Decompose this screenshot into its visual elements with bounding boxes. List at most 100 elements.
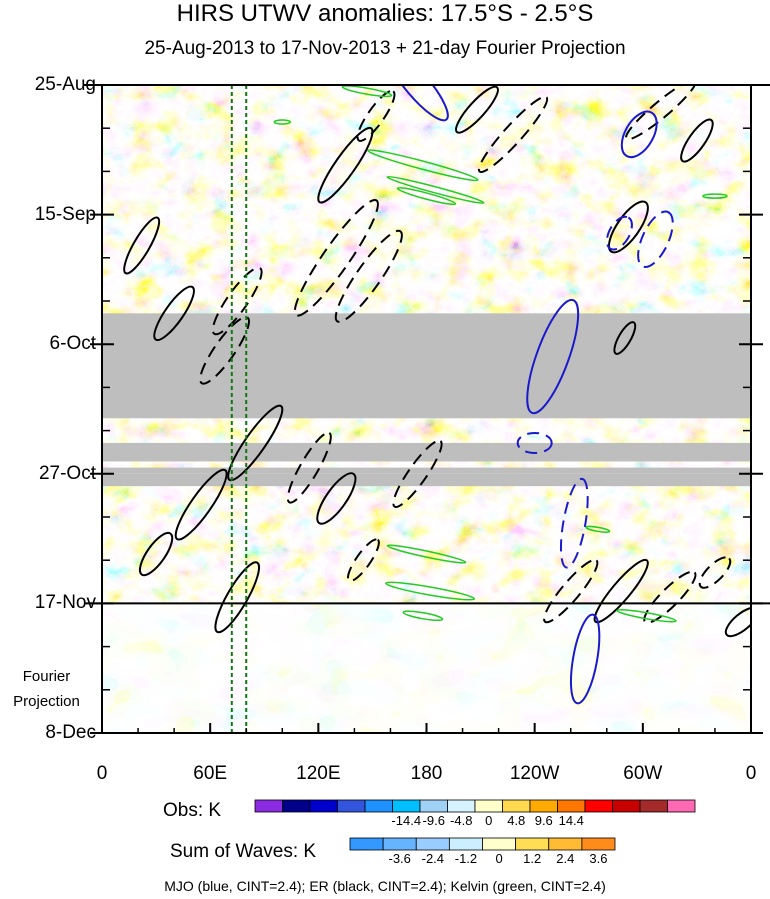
missing-data-band xyxy=(102,473,751,487)
er-contour xyxy=(724,606,751,638)
obs-colorbar-swatch xyxy=(309,799,338,813)
er-contour xyxy=(625,85,697,141)
waves-colorbar-level-label: 0 xyxy=(495,851,503,866)
mjo-contour xyxy=(605,215,633,251)
missing-data-band xyxy=(102,442,751,462)
mjo-contour xyxy=(637,210,674,269)
obs-colorbar-level-label: -14.4 xyxy=(391,813,422,828)
kelvin-contour xyxy=(385,581,476,601)
x-tick-label: 0 xyxy=(745,763,757,784)
obs-colorbar-swatch xyxy=(584,799,613,813)
er-contour xyxy=(286,431,332,504)
obs-colorbar-swatch xyxy=(447,799,476,813)
y-tick-label: 15-Sep xyxy=(34,203,96,225)
er-contour xyxy=(174,468,228,541)
er-contour xyxy=(392,439,443,508)
obs-colorbar-swatch xyxy=(364,799,393,813)
waves-colorbar-level-label: -1.2 xyxy=(454,851,478,866)
er-contour xyxy=(346,538,380,583)
x-tick-label: 60E xyxy=(193,763,228,784)
er-contour xyxy=(211,266,263,336)
projection-field xyxy=(102,603,751,733)
obs-colorbar-level-label: 0 xyxy=(485,813,493,828)
er-contour xyxy=(680,118,714,163)
y-tick-label: 8-Dec xyxy=(45,722,96,743)
kelvin-contour xyxy=(341,85,393,98)
missing-data-band xyxy=(102,467,751,474)
waves-colorbar-swatch xyxy=(581,837,616,851)
er-contour xyxy=(698,556,732,589)
obs-colorbar-swatch xyxy=(419,799,448,813)
er-contour xyxy=(613,321,637,355)
obs-colorbar-level-label: -9.6 xyxy=(422,813,445,828)
waves-colorbar-title: Sum of Waves: K xyxy=(170,841,317,862)
waves-colorbar-swatch xyxy=(415,837,450,851)
obs-colorbar-level-label: 14.4 xyxy=(558,813,584,828)
chart-title: HIRS UTWV anomalies: 17.5°S - 2.5°S xyxy=(176,0,594,27)
er-contour xyxy=(477,95,549,174)
y-tick-label: 17-Nov xyxy=(34,592,96,614)
x-tick-label: 120W xyxy=(509,763,560,784)
er-contour xyxy=(316,472,357,525)
projection-label: Projection xyxy=(13,693,80,710)
er-contour xyxy=(214,561,261,634)
y-tick-label: 25-Aug xyxy=(34,74,96,95)
er-contour xyxy=(317,126,374,204)
waves-colorbar-swatch xyxy=(482,837,517,851)
obs-colorbar-title: Obs: K xyxy=(163,800,222,821)
mjo-contour xyxy=(559,477,589,569)
x-tick-label: 120E xyxy=(296,763,341,784)
er-contour xyxy=(138,531,174,577)
mjo-contour xyxy=(620,110,658,159)
er-contour xyxy=(607,200,649,254)
er-contour xyxy=(293,198,379,317)
x-tick-label: 180 xyxy=(410,763,443,784)
kelvin-contour xyxy=(386,544,467,564)
obs-colorbar-swatch xyxy=(282,799,311,813)
er-contour xyxy=(153,285,195,342)
waves-colorbar-swatch xyxy=(548,837,583,851)
waves-colorbar-level-label: 1.2 xyxy=(523,851,542,866)
contour-legend-note: MJO (blue, CINT=2.4); ER (black, CINT=2.… xyxy=(164,878,606,894)
er-contour xyxy=(643,570,697,624)
obs-colorbar-swatch xyxy=(392,799,421,813)
kelvin-contour xyxy=(396,187,457,206)
y-tick-label: 6-Oct xyxy=(49,333,96,355)
missing-data-band xyxy=(102,313,751,419)
obs-colorbar-level-label: -4.8 xyxy=(450,813,473,828)
er-contour xyxy=(123,216,161,275)
obs-colorbar-level-label: 4.8 xyxy=(507,813,526,828)
mjo-contour xyxy=(526,298,580,415)
waves-colorbar-level-label: -3.6 xyxy=(388,851,411,866)
waves-colorbar-swatch xyxy=(349,837,384,851)
mjo-contour xyxy=(386,85,449,122)
kelvin-contour xyxy=(367,149,479,182)
waves-colorbar-level-label: 3.6 xyxy=(589,851,608,866)
x-tick-label: 0 xyxy=(96,763,108,784)
obs-colorbar-swatch xyxy=(639,799,668,813)
kelvin-contour xyxy=(585,525,611,533)
waves-colorbar-swatch xyxy=(448,837,483,851)
obs-colorbar-swatch xyxy=(502,799,531,813)
kelvin-contour xyxy=(702,193,728,199)
er-contour xyxy=(455,85,499,134)
obs-colorbar-swatch xyxy=(557,799,586,813)
mjo-contour xyxy=(516,431,553,454)
projection-label: Fourier xyxy=(22,668,71,685)
obs-colorbar-swatch xyxy=(612,799,641,813)
er-contour xyxy=(593,558,649,624)
er-contour xyxy=(334,229,403,323)
waves-colorbar-level-label: 2.4 xyxy=(556,851,575,866)
er-contour xyxy=(199,316,250,385)
waves-colorbar-level-label: -2.4 xyxy=(421,851,445,866)
x-tick-label: 60W xyxy=(623,763,663,784)
obs-colorbar-swatch xyxy=(529,799,558,813)
obs-colorbar-swatch xyxy=(474,799,503,813)
obs-colorbar-swatch xyxy=(667,799,696,813)
mjo-contour xyxy=(569,613,601,705)
kelvin-contour xyxy=(616,609,677,623)
er-contour xyxy=(356,89,396,142)
obs-colorbar-level-label: 9.6 xyxy=(534,813,553,828)
kelvin-contour xyxy=(273,119,292,125)
